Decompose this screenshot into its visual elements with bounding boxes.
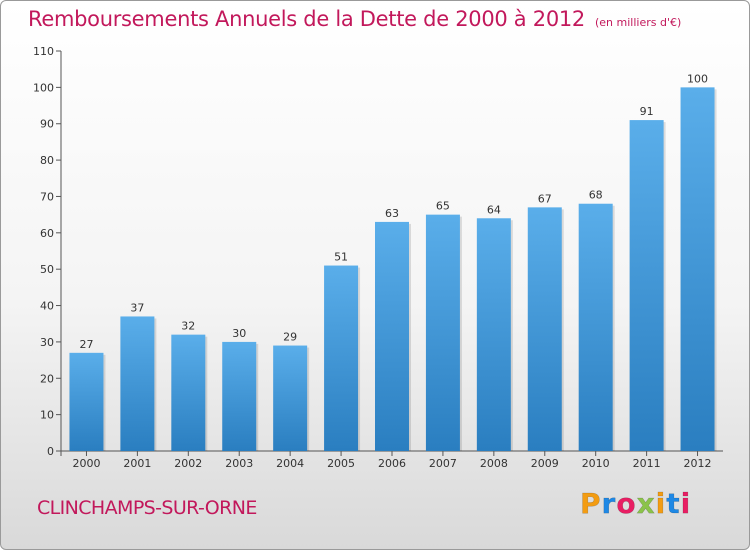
data-label: 67 <box>538 192 552 205</box>
y-tick-label: 10 <box>40 409 54 422</box>
data-label: 51 <box>334 251 348 264</box>
logo-letter: x <box>636 487 656 521</box>
data-label: 100 <box>687 72 708 85</box>
bar-2011 <box>629 120 664 451</box>
x-tick-label: 2011 <box>633 457 661 470</box>
x-tick-label: 2007 <box>429 457 457 470</box>
data-label: 68 <box>589 189 603 202</box>
x-tick-label: 2012 <box>684 457 712 470</box>
bar-2000 <box>69 352 104 451</box>
proxiti-logo[interactable]: Proxiti <box>580 487 692 521</box>
x-tick-label: 2005 <box>327 457 355 470</box>
bar-2007 <box>425 214 460 451</box>
y-tick-label: 110 <box>33 45 54 58</box>
bar-2002 <box>171 334 206 451</box>
x-tick-label: 2010 <box>582 457 610 470</box>
bar-2005 <box>324 265 359 451</box>
bar-2008 <box>476 218 511 451</box>
logo-letter: i <box>680 487 692 521</box>
y-tick-label: 80 <box>40 154 54 167</box>
logo-letter: t <box>666 487 681 521</box>
bar-2003 <box>222 341 257 451</box>
y-tick-label: 50 <box>40 263 54 276</box>
chart-title: Remboursements Annuels de la Dette de 20… <box>28 7 681 31</box>
x-tick-label: 2004 <box>276 457 304 470</box>
x-tick-label: 2003 <box>225 457 253 470</box>
logo-letter: i <box>655 487 667 521</box>
title-text: Remboursements Annuels de la Dette de 20… <box>28 7 585 31</box>
bar-2012 <box>680 87 715 451</box>
y-tick-label: 0 <box>47 445 54 458</box>
data-label: 30 <box>232 327 246 340</box>
logo-letter: P <box>580 487 602 521</box>
x-tick-label: 2001 <box>123 457 151 470</box>
y-tick-label: 30 <box>40 336 54 349</box>
logo-letter: r <box>601 487 617 521</box>
x-tick-label: 2009 <box>531 457 559 470</box>
bar-2009 <box>527 207 562 451</box>
y-tick-label: 60 <box>40 227 54 240</box>
x-tick-label: 2008 <box>480 457 508 470</box>
data-label: 32 <box>181 320 195 333</box>
x-tick-label: 2002 <box>174 457 202 470</box>
bar-2001 <box>120 316 155 451</box>
bar-2004 <box>273 345 308 451</box>
data-label: 37 <box>130 301 144 314</box>
y-tick-label: 20 <box>40 372 54 385</box>
y-tick-label: 40 <box>40 300 54 313</box>
x-tick-label: 2000 <box>72 457 100 470</box>
data-label: 91 <box>640 105 654 118</box>
data-label: 64 <box>487 203 501 216</box>
y-tick-label: 70 <box>40 190 54 203</box>
data-label: 63 <box>385 207 399 220</box>
bar-2010 <box>578 203 613 451</box>
commune-name: CLINCHAMPS-SUR-ORNE <box>37 497 257 519</box>
y-tick-label: 100 <box>33 81 54 94</box>
bar-2006 <box>375 221 409 451</box>
logo-letter: o <box>616 487 637 521</box>
x-tick-label: 2006 <box>378 457 406 470</box>
unit-label: (en milliers d'€) <box>595 16 682 29</box>
y-tick-label: 90 <box>40 118 54 131</box>
data-label: 27 <box>79 338 93 351</box>
data-label: 29 <box>283 331 297 344</box>
data-label: 65 <box>436 200 450 213</box>
